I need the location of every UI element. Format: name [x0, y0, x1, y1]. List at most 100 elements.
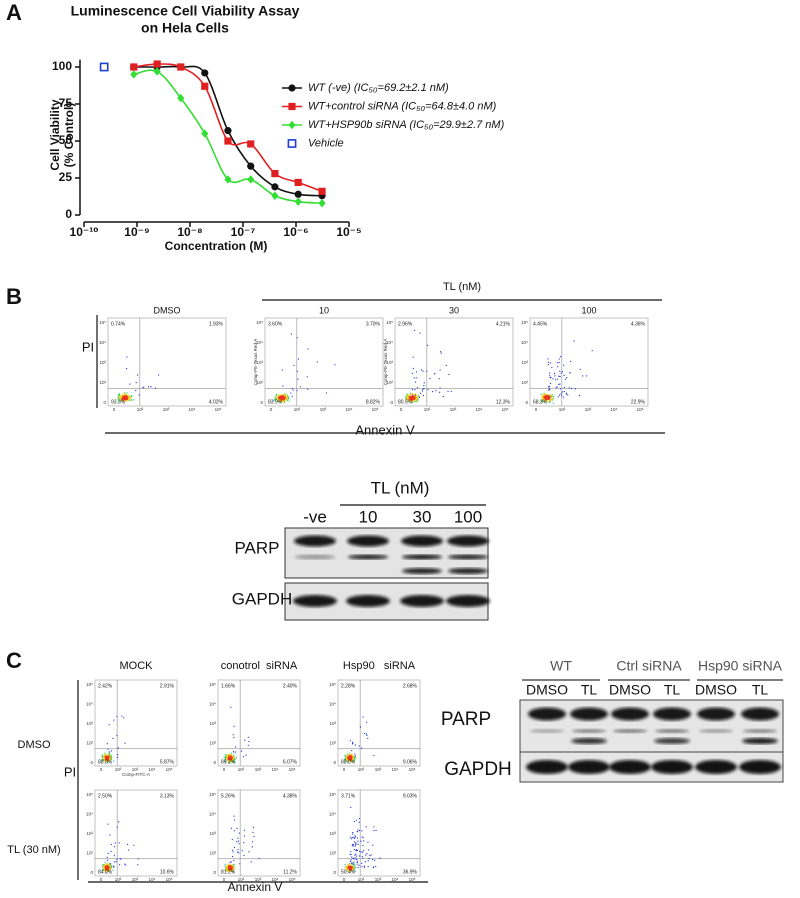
- flow-dot: [541, 395, 543, 397]
- flow-x-tick: 10²: [137, 407, 144, 412]
- flow-dot: [545, 398, 547, 400]
- flow-dot: [555, 387, 557, 389]
- flow-dot: [124, 397, 126, 399]
- y-axis-label: (% Control): [62, 103, 76, 168]
- flow-dot: [543, 399, 545, 401]
- flow-dot: [548, 386, 550, 388]
- flow-dot: [104, 865, 106, 867]
- flow-dot: [287, 396, 289, 398]
- flow-dot: [233, 868, 235, 870]
- flow-x-tick: 10⁴: [272, 877, 279, 882]
- flow-dot: [366, 853, 368, 855]
- flow-x-tick: 10⁴: [149, 877, 156, 882]
- y-tick-label: 0: [65, 207, 72, 221]
- flow-dot: [356, 861, 358, 863]
- flow-dot: [233, 737, 235, 739]
- flow-dot: [307, 388, 309, 390]
- flow-dot: [542, 396, 544, 398]
- marker: [177, 63, 185, 71]
- flow-dot: [243, 854, 245, 857]
- flow-dot: [284, 393, 286, 395]
- flow-dot: [223, 756, 225, 759]
- flow-dot: [360, 851, 362, 853]
- flow-dot: [349, 870, 351, 872]
- flow-dot: [150, 385, 152, 388]
- flow-dot: [109, 755, 111, 758]
- flow-dot: [564, 378, 567, 380]
- flow-dot: [549, 399, 551, 401]
- flow-dot: [109, 756, 111, 758]
- blot-band: [572, 729, 606, 733]
- flow-dot: [334, 364, 336, 366]
- flow-dot: [347, 864, 349, 866]
- flow-dot: [227, 760, 229, 762]
- flow-dot: [586, 375, 588, 377]
- flow-dot: [544, 396, 546, 398]
- flow-dot: [288, 400, 290, 402]
- flow-dot: [252, 831, 254, 834]
- marker: [201, 82, 209, 90]
- flow-dot: [591, 350, 593, 352]
- blot-band: [295, 554, 335, 560]
- flow-dot: [107, 757, 109, 759]
- flow-dot: [126, 395, 129, 397]
- quadrant-percent: 10.6%: [160, 869, 175, 875]
- flow-dot: [106, 868, 108, 870]
- flow-dot: [230, 827, 233, 829]
- flow-dot: [362, 850, 365, 852]
- flow-dot: [414, 397, 417, 399]
- flow-dot: [113, 865, 115, 867]
- y-tick-label: 100: [52, 59, 72, 73]
- quadrant-percent: 5.87%: [160, 759, 175, 765]
- flow-plot-frame: [337, 679, 421, 767]
- flow-dot: [556, 386, 558, 388]
- flow-dot: [350, 866, 352, 868]
- y-axis-label: Cell Viability: [48, 99, 62, 170]
- flow-dot: [286, 399, 288, 401]
- flow-dot: [413, 377, 415, 379]
- flow-dot: [236, 828, 238, 830]
- flow-dot: [109, 757, 111, 759]
- flow-dot: [548, 397, 550, 399]
- blot-band: [653, 707, 691, 721]
- flow-dot: [281, 394, 283, 396]
- flow-dot: [107, 754, 109, 756]
- flow-dot: [110, 867, 112, 869]
- flow-plot-frame: [217, 679, 301, 767]
- flow-dot: [127, 399, 129, 401]
- flow-dot: [346, 753, 349, 755]
- flow-dot: [229, 762, 231, 764]
- flow-dot: [415, 401, 417, 403]
- flow-dot: [286, 394, 288, 396]
- flow-y-tick: 10²: [386, 380, 393, 385]
- flow-x-tick: 0: [113, 407, 116, 412]
- flow-dot: [352, 833, 354, 835]
- flow-dot: [229, 861, 231, 864]
- flow-dot: [563, 364, 565, 366]
- flow-dot: [439, 391, 441, 393]
- flow-dot: [549, 375, 551, 377]
- flow-dot: [351, 750, 353, 752]
- flow-dot: [351, 759, 353, 761]
- flow-x-tick: 10⁵: [289, 767, 296, 772]
- flow-dot: [352, 741, 354, 743]
- flow-dot: [353, 863, 355, 865]
- flow-dot: [407, 395, 410, 397]
- flow-dot: [117, 747, 119, 749]
- flow-dot: [563, 396, 565, 398]
- flow-dot: [346, 761, 349, 763]
- flow-dots: [101, 715, 126, 763]
- flow-dot: [353, 821, 356, 823]
- flow-dot: [355, 819, 357, 821]
- flow-dot: [445, 364, 447, 367]
- flow-dot: [230, 868, 232, 871]
- flow-dot: [347, 866, 349, 868]
- y-tick-label: 25: [59, 170, 73, 184]
- flow-dot: [229, 757, 231, 759]
- lane-label: TL: [752, 682, 769, 698]
- flow-dot: [231, 870, 233, 872]
- flow-dot: [543, 392, 545, 394]
- quadrant-percent: 88.8%: [98, 759, 113, 765]
- flow-dot: [413, 399, 415, 401]
- flow-dot: [346, 756, 348, 758]
